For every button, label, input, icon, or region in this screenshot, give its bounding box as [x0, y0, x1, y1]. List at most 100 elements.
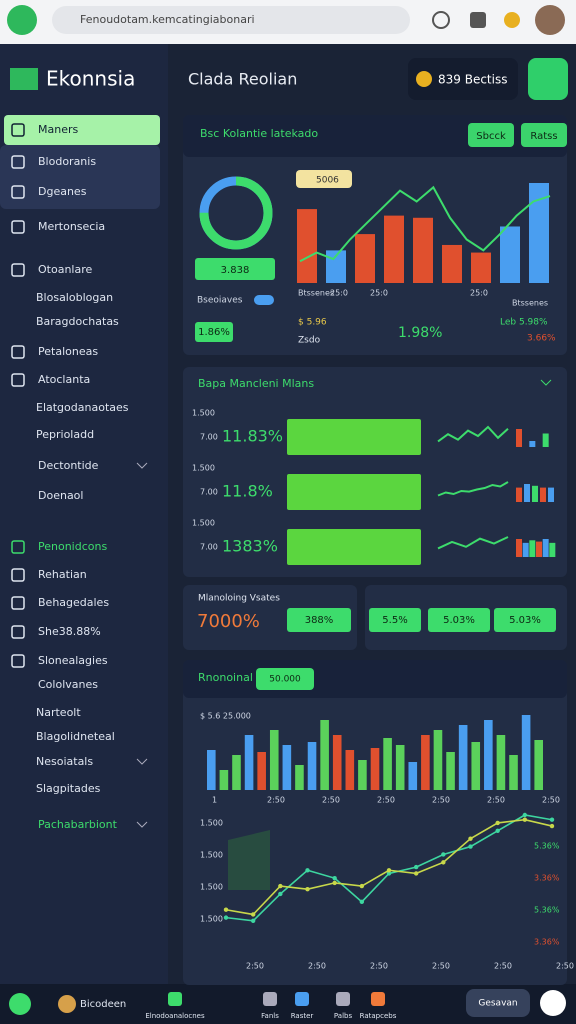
toggle: [254, 295, 274, 305]
nav-item[interactable]: Maners: [38, 123, 78, 136]
point: [468, 836, 473, 841]
pill: [287, 608, 351, 632]
button: [521, 123, 567, 147]
note: 3.66%: [527, 334, 556, 344]
nav-item[interactable]: Elatgodanaotaes: [36, 401, 129, 414]
nav-item[interactable]: Petaloneas: [38, 345, 98, 358]
nav-item[interactable]: Mertonsecia: [38, 220, 105, 233]
nav-item[interactable]: She38.88%: [38, 625, 101, 638]
button-label[interactable]: Sbcck: [476, 131, 506, 142]
point: [549, 817, 555, 822]
nav-item[interactable]: Atoclanta: [38, 373, 90, 386]
row-stat: 11.83%: [222, 427, 283, 446]
app-icon[interactable]: [7, 5, 37, 35]
mini-bar: [516, 487, 522, 502]
browser-icon[interactable]: [504, 12, 520, 28]
tab-label[interactable]: Ratapcebs: [360, 1012, 397, 1020]
axis-label: Btssenes: [512, 299, 548, 308]
icon[interactable]: [9, 993, 31, 1015]
address-bar[interactable]: [52, 6, 410, 34]
action-button[interactable]: [528, 58, 568, 100]
bar: [297, 209, 317, 283]
tab-icon[interactable]: [295, 992, 309, 1006]
point: [332, 875, 337, 881]
nav-item[interactable]: Behagedales: [38, 596, 109, 609]
bar: [307, 742, 317, 790]
bar: [534, 740, 543, 790]
brand-logo: [10, 68, 38, 90]
nav-item[interactable]: Doenaol: [38, 489, 83, 502]
nav-icon: [11, 185, 25, 199]
point: [468, 844, 473, 849]
nav-item[interactable]: Slagpitades: [36, 782, 101, 795]
nav-icon: [11, 596, 25, 610]
panel-title: Bsc Kolantie latekado: [200, 127, 318, 140]
tab-icon[interactable]: [263, 992, 277, 1006]
nav-item[interactable]: Dgeanes: [38, 185, 87, 198]
nav-icon: [11, 373, 25, 387]
brand: Ekonnsia: [46, 67, 135, 91]
axis-label: 1.500: [192, 519, 215, 528]
bar: [500, 226, 520, 283]
bar: [232, 755, 241, 790]
row-code: 7.00: [200, 488, 218, 497]
browser-icon[interactable]: [432, 11, 450, 29]
nav-item[interactable]: Pachabarbiont: [38, 818, 118, 831]
point: [305, 887, 310, 892]
nav-item[interactable]: Slonealagies: [38, 654, 108, 667]
nav-item[interactable]: Rehatian: [38, 568, 87, 581]
row-stat: 11.8%: [222, 482, 273, 501]
bar: [219, 770, 229, 790]
bar: [207, 750, 216, 790]
point: [522, 817, 528, 822]
nav-item[interactable]: Blodoranis: [38, 155, 96, 168]
nav-item[interactable]: Dectontide: [38, 459, 99, 472]
nav-item[interactable]: Baragdochatas: [36, 315, 119, 328]
tab-label[interactable]: Palbs: [334, 1012, 353, 1020]
bar: [295, 765, 304, 790]
panel: [183, 367, 567, 577]
icon[interactable]: [540, 990, 566, 1016]
nav-item[interactable]: Peprioladd: [36, 428, 94, 441]
pill-label: 5.03%: [443, 615, 475, 626]
browser-icon[interactable]: [470, 12, 486, 28]
nav-item[interactable]: Nesoiatals: [36, 755, 93, 768]
mini-bar: [516, 429, 522, 447]
row-code: 7.00: [200, 543, 218, 552]
nav-item[interactable]: Narteolt: [36, 706, 81, 719]
right-label: 3.36%: [534, 874, 560, 883]
nav-item[interactable]: Otoanlare: [38, 263, 92, 276]
button-label[interactable]: Gesavan: [478, 999, 517, 1009]
nav-item[interactable]: Blagolidneteal: [36, 730, 115, 743]
tab-label[interactable]: Raster: [291, 1012, 314, 1020]
page-title: Clada Reolian: [188, 70, 297, 89]
note: $ 5.96: [298, 318, 327, 328]
axis-label: 2:50: [267, 796, 285, 805]
row-bar: [287, 419, 421, 455]
tab-label[interactable]: Fanls: [261, 1012, 279, 1020]
chevron: [136, 821, 148, 828]
tab-icon[interactable]: [336, 992, 350, 1006]
nav-item[interactable]: Cololvanes: [38, 678, 98, 691]
tab-icon[interactable]: [371, 992, 385, 1006]
bar: [529, 183, 549, 283]
button-label[interactable]: Ratss: [530, 131, 557, 142]
point: [359, 899, 365, 905]
axis-label: $ 5.6 25.000: [200, 712, 251, 721]
bar: [358, 760, 367, 790]
tab-icon[interactable]: [168, 992, 182, 1006]
pill-label: 5.5%: [382, 615, 407, 626]
bar: [458, 725, 468, 790]
stat: 1.86%: [198, 327, 230, 338]
nav-item[interactable]: Penonidcons: [38, 540, 107, 553]
y-tick-label: 1.500: [200, 883, 223, 892]
bar: [269, 730, 279, 790]
nav-item[interactable]: Blosaloblogan: [36, 291, 113, 304]
axis-label: 2:50: [432, 796, 450, 805]
tab-label[interactable]: Elnodoanalocnes: [145, 1012, 205, 1020]
avatar[interactable]: [535, 5, 565, 35]
nav-icon: [11, 625, 25, 639]
balance: 839 Bectiss: [438, 73, 507, 87]
axis-label: 2:50: [322, 796, 340, 805]
